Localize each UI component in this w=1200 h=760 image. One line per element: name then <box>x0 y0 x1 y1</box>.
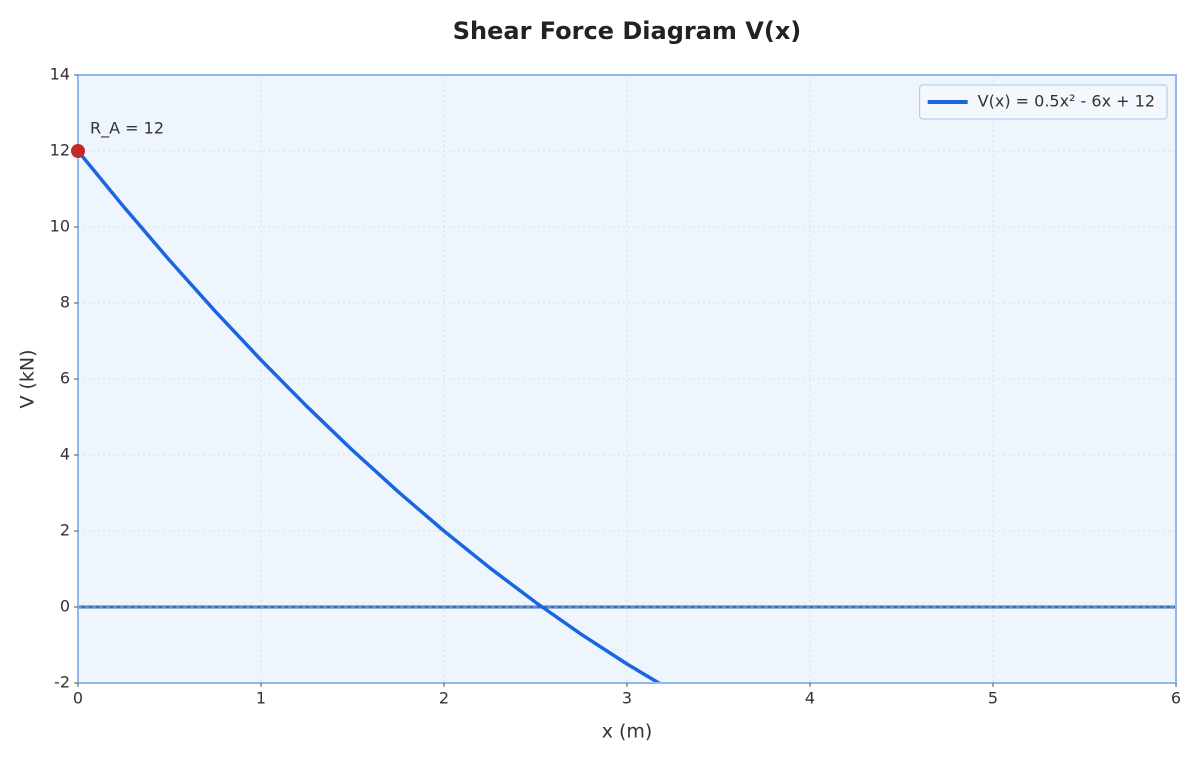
y-tick-label: 2 <box>60 521 70 540</box>
y-tick-label: 14 <box>50 65 70 84</box>
x-tick-label: 5 <box>988 689 998 708</box>
annotation-label: R_A = 12 <box>90 119 164 139</box>
y-axis-label: V (kN) <box>17 349 39 408</box>
y-tick-label: 4 <box>60 445 70 464</box>
x-tick-label: 2 <box>439 689 449 708</box>
y-tick-label: -2 <box>54 673 70 692</box>
chart-title: Shear Force Diagram V(x) <box>453 17 802 45</box>
legend-label: V(x) = 0.5x² - 6x + 12 <box>978 92 1155 111</box>
y-tick-label: 10 <box>50 217 70 236</box>
x-tick-label: 0 <box>73 689 83 708</box>
y-tick-label: 12 <box>50 141 70 160</box>
y-tick-label: 8 <box>60 293 70 312</box>
x-tick-label: 1 <box>256 689 266 708</box>
y-tick-label: 0 <box>60 597 70 616</box>
plot <box>78 149 1176 683</box>
legend-box <box>919 84 1168 120</box>
y-tick-label: 6 <box>60 369 70 388</box>
x-tick-label: 3 <box>622 689 632 708</box>
x-axis-label: x (m) <box>602 721 653 743</box>
legend: V(x) = 0.5x² - 6x + 12 <box>919 84 1168 120</box>
x-tick-label: 4 <box>805 689 815 708</box>
annotation-point <box>71 144 85 158</box>
series-line <box>78 149 663 683</box>
x-tick-label: 6 <box>1171 689 1181 708</box>
